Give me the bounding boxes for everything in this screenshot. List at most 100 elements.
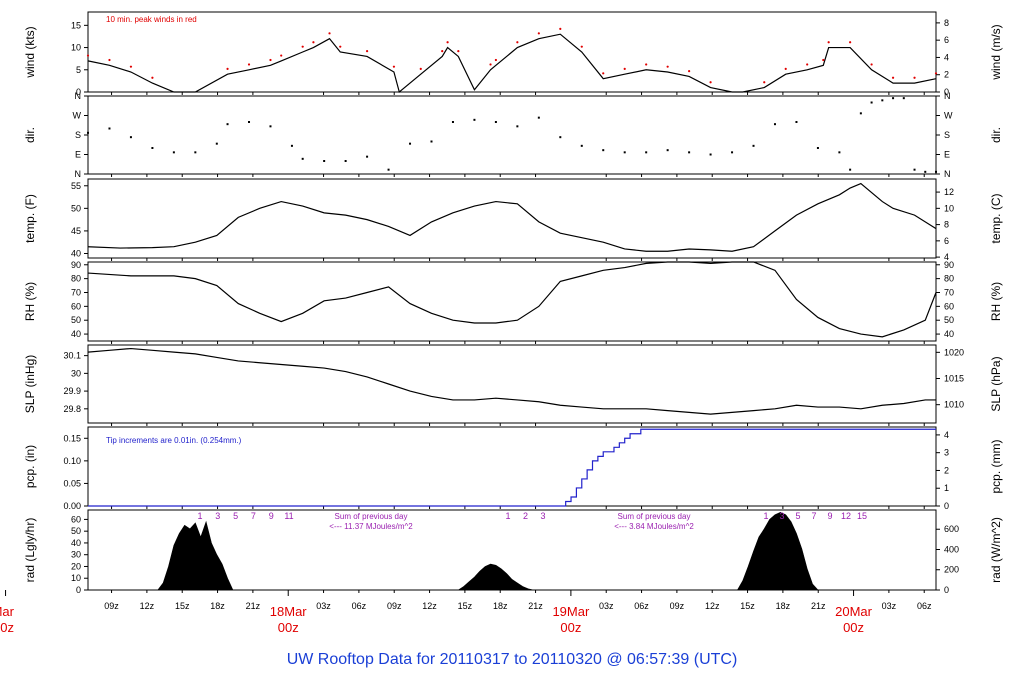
y-tick-label: 40 — [71, 248, 81, 258]
panel-frame — [87, 11, 937, 93]
x-tick-label: 06z — [917, 601, 932, 611]
y-tick-label: 30 — [71, 368, 81, 378]
hour-label: 12 — [841, 511, 851, 521]
y-right-tick-label: 600 — [944, 524, 959, 534]
y-tick-label: 70 — [71, 287, 81, 297]
x-tick-label: 15z — [175, 601, 190, 611]
y-right-tick-label: S — [944, 130, 950, 140]
data-point — [892, 97, 895, 100]
y-tick-label: 60 — [71, 301, 81, 311]
data-point — [752, 144, 755, 147]
data-point — [108, 127, 111, 130]
panel-frame — [87, 95, 937, 175]
peak-marker — [312, 41, 315, 44]
peak-marker — [269, 58, 272, 62]
panel-4: 40 50 60 70 80 90 40 50 60 70 80 90 RH (%) RH (%) — [23, 260, 1003, 344]
peak-marker — [86, 54, 90, 57]
peak-marker — [226, 67, 229, 70]
data-point — [129, 136, 132, 139]
hour-label: 7 — [251, 511, 256, 521]
y-tick-label: 0.15 — [63, 433, 81, 443]
y-right-tick-label: 400 — [944, 544, 959, 554]
hour-label: 11 — [284, 511, 293, 521]
y-right-tick-label: 2 — [944, 465, 949, 475]
x-tick-label: 18z — [776, 601, 791, 611]
y-tick-label: 20 — [71, 561, 81, 571]
y-right-axis-label: rad (W/m^2) — [989, 517, 1003, 583]
panel-annotation: Tip increments are 0.01in. (0.254mm.) — [106, 436, 242, 445]
hour-label: 15 — [857, 511, 867, 521]
data-point — [731, 151, 734, 154]
peak-marker — [457, 50, 460, 53]
data-point — [215, 142, 218, 145]
peak-marker — [623, 67, 626, 70]
y-tick-label: 15 — [71, 20, 81, 30]
y-right-tick-label: 200 — [944, 565, 959, 575]
y-tick-label: 0.00 — [63, 501, 81, 511]
y-tick-label: S — [75, 130, 81, 140]
y-tick-label: 50 — [71, 203, 81, 213]
data-point — [773, 123, 776, 126]
peak-marker — [891, 76, 895, 79]
peak-marker — [784, 67, 787, 70]
y-right-axis-label: wind (m/s) — [989, 24, 1003, 80]
x-tick-label: 09z — [387, 601, 402, 611]
x-tick-label: 21z — [246, 601, 261, 611]
y-axis-label: rad (Lgly/hr) — [23, 518, 37, 583]
y-tick-label: 5 — [76, 65, 81, 75]
y-tick-label: 10 — [71, 43, 81, 53]
peak-marker — [849, 41, 852, 44]
peak-marker — [494, 58, 497, 62]
data-point — [269, 125, 272, 128]
y-right-tick-label: 8 — [944, 18, 949, 28]
peak-marker — [688, 70, 691, 73]
y-right-tick-label: 6 — [944, 35, 949, 45]
day-label: 17Mar — [0, 604, 15, 619]
y-tick-label: N — [75, 169, 82, 179]
data-point — [645, 151, 648, 154]
data-point — [913, 168, 916, 171]
y-right-tick-label: 1010 — [944, 400, 964, 410]
peak-marker — [280, 54, 283, 57]
x-tick-label: 09z — [104, 601, 119, 611]
peak-marker — [602, 72, 605, 75]
panel-annotation: 10 min. peak winds in red — [106, 15, 197, 24]
y-right-tick-label: N — [944, 91, 951, 101]
y-right-tick-label: 10 — [944, 203, 954, 213]
y-right-tick-label: 0 — [944, 501, 949, 511]
y-right-tick-label: N — [944, 169, 951, 179]
peak-marker — [666, 65, 669, 68]
y-right-axis-label: pcp. (mm) — [989, 439, 1003, 493]
x-axis: 09z 12z 15z 18z 21z 03z 06z 09z 12z 15z 18z 21z 03z 0… — [0, 590, 932, 635]
peak-marker — [392, 65, 396, 68]
y-tick-label: 55 — [71, 181, 81, 191]
panel-1: 0 5 10 15 0 2 4 6 8 wind (kts) wind (m/s) 10 min. p… — [23, 11, 1003, 97]
peak-marker — [870, 63, 873, 66]
data-point — [623, 151, 626, 154]
data-point — [849, 168, 852, 171]
data-point — [172, 151, 175, 154]
peak-marker — [151, 76, 154, 79]
data-point — [194, 151, 197, 154]
data-point — [494, 121, 497, 123]
hour-label: 1 — [763, 511, 768, 521]
data-point — [537, 116, 540, 119]
y-tick-label: 50 — [71, 526, 81, 536]
y-axis-label: dir. — [23, 127, 37, 143]
x-tick-label: 21z — [811, 601, 826, 611]
y-tick-label: 29.9 — [63, 386, 81, 396]
x-tick-label: 12z — [140, 601, 155, 611]
peak-marker — [806, 63, 809, 66]
data-point — [301, 157, 304, 160]
y-tick-label: 90 — [71, 260, 81, 270]
x-tick-label: 15z — [458, 601, 473, 611]
x-tick-label: 18z — [210, 601, 225, 611]
day-label-time: 00z — [0, 620, 14, 635]
day-label-time: 00z — [843, 620, 864, 635]
y-right-tick-label: 8 — [944, 220, 949, 230]
y-right-tick-label: 0 — [944, 87, 949, 97]
data-point — [387, 168, 390, 171]
peak-marker — [537, 32, 540, 35]
